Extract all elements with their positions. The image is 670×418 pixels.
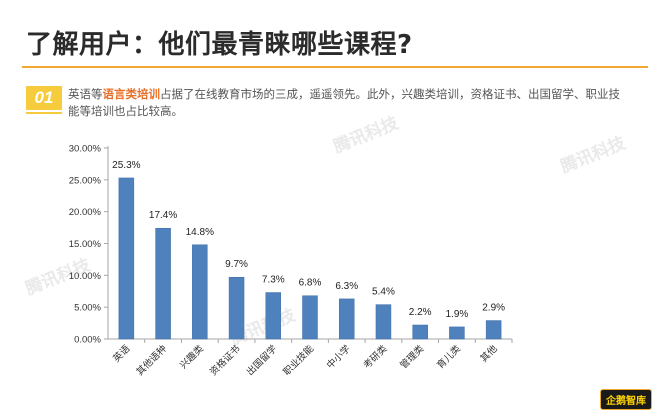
x-category-label: 出国留学 xyxy=(244,343,279,378)
data-label: 7.3% xyxy=(262,275,285,286)
data-label: 14.8% xyxy=(186,227,214,238)
x-category-label: 其他语种 xyxy=(134,343,169,378)
x-category-label: 资格证书 xyxy=(207,342,243,378)
brand-logo: 企鹅智库 xyxy=(600,389,652,410)
bar-9 xyxy=(412,324,428,340)
x-category-label: 中小学 xyxy=(324,343,353,372)
x-category-label: 兴趣类 xyxy=(177,342,206,371)
bar-1 xyxy=(118,177,135,340)
bar-3 xyxy=(192,244,208,340)
description-suffix: 占据了在线教育市场的三成，遥遥领先。此外，兴趣类培训，资格证书、出国留学、职业技… xyxy=(68,87,620,118)
x-category-label: 育儿类 xyxy=(434,342,463,371)
data-label: 2.2% xyxy=(409,307,432,318)
description-text: 英语等语言类培训占据了在线教育市场的三成，遥遥领先。此外，兴趣类培训，资格证书、… xyxy=(68,86,628,120)
bar-6 xyxy=(302,295,318,340)
bar-2 xyxy=(155,227,171,340)
data-label: 9.7% xyxy=(225,259,248,270)
badge-underline xyxy=(26,112,62,114)
bar-4 xyxy=(228,276,245,340)
bar-5 xyxy=(265,292,282,340)
bar-7 xyxy=(338,298,355,340)
bar-8 xyxy=(375,304,392,340)
y-tick-label: 25.00% xyxy=(69,175,102,186)
axis-layer: 0.00% 5.00% 10.00% 15.00% 20.00% 25.00% 30.00% xyxy=(69,144,513,346)
bar-layer xyxy=(118,177,502,340)
x-category-label: 管理类 xyxy=(398,342,427,371)
x-category-label: 英语 xyxy=(111,342,133,364)
y-tick-label: 15.00% xyxy=(69,239,102,250)
title-divider xyxy=(22,66,648,68)
data-label: 1.9% xyxy=(446,309,469,320)
step-badge: 01 xyxy=(26,86,62,110)
data-label: 5.4% xyxy=(372,287,395,298)
data-label: 6.8% xyxy=(299,278,322,289)
description-prefix: 英语等 xyxy=(68,87,103,101)
y-tick-label: 20.00% xyxy=(69,207,102,218)
data-label: 17.4% xyxy=(149,210,177,221)
page-title: 了解用户：他们最青睐哪些课程? xyxy=(26,30,413,60)
y-tick-label: 30.00% xyxy=(69,144,102,155)
x-category-label: 考研类 xyxy=(361,342,390,371)
bar-11 xyxy=(485,320,502,340)
x-category-label: 职业技能 xyxy=(281,342,317,378)
data-label: 2.9% xyxy=(482,303,505,314)
x-category-label: 其他 xyxy=(478,342,500,364)
data-label: 25.3% xyxy=(112,160,140,171)
watermark-text: 腾讯科技 xyxy=(330,112,402,157)
y-tick-label: 10.00% xyxy=(69,271,102,282)
bar-10 xyxy=(449,326,465,340)
y-tick-label: 0.00% xyxy=(74,335,101,346)
watermark-text: 腾讯科技 xyxy=(557,132,629,177)
y-tick-label: 5.00% xyxy=(74,303,101,314)
description-highlight: 语言类培训 xyxy=(102,87,161,101)
data-label: 6.3% xyxy=(335,281,358,292)
